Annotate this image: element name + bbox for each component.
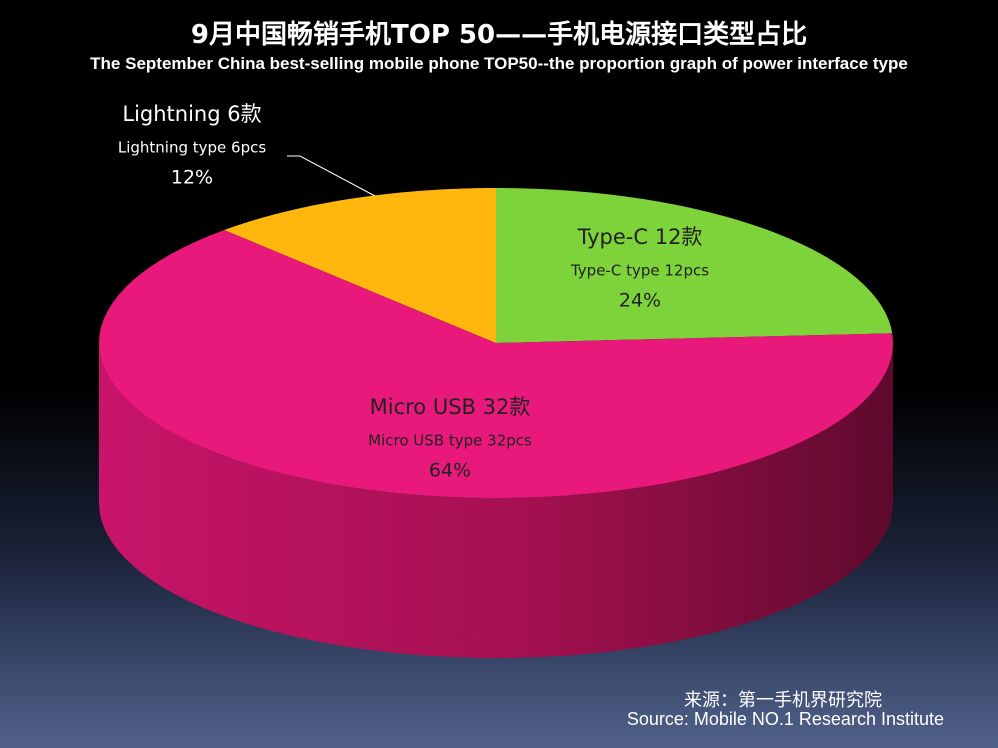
chart-subtitle: The September China best-selling mobile … (90, 54, 908, 73)
pie-3d-side (99, 343, 893, 658)
type_c-label-en: Type-C type 12pcs (570, 262, 709, 280)
pie-side-micro_usb (99, 343, 893, 658)
pie-slice-micro_usb (99, 230, 893, 498)
micro_usb-label-en: Micro USB type 32pcs (368, 432, 532, 450)
type_c-label-percent: 24% (619, 290, 661, 312)
pie-slice-type_c (496, 188, 893, 343)
lightning-leader-line (287, 155, 376, 197)
pie-slice-lightning (224, 188, 497, 343)
chart-title: 9月中国畅销手机TOP 50——手机电源接口类型占比 (190, 20, 808, 50)
lightning-label-percent: 12% (171, 167, 213, 189)
source-cn: 来源：第一手机界研究院 (684, 690, 882, 711)
lightning-label-en: Lightning type 6pcs (118, 139, 266, 157)
pie-top-faces (99, 188, 893, 498)
label-leader-lines (287, 155, 376, 197)
lightning-label-cn: Lightning 6款 (122, 102, 261, 126)
slice-labels: Type-C 12款 Type-C type 12pcs 24% Micro USB … (118, 102, 709, 482)
type_c-label-cn: Type-C 12款 (577, 225, 703, 249)
source-en: Source: Mobile NO.1 Research Institute (626, 709, 944, 729)
micro_usb-label-cn: Micro USB 32款 (370, 395, 531, 419)
micro_usb-label-percent: 64% (429, 460, 471, 482)
